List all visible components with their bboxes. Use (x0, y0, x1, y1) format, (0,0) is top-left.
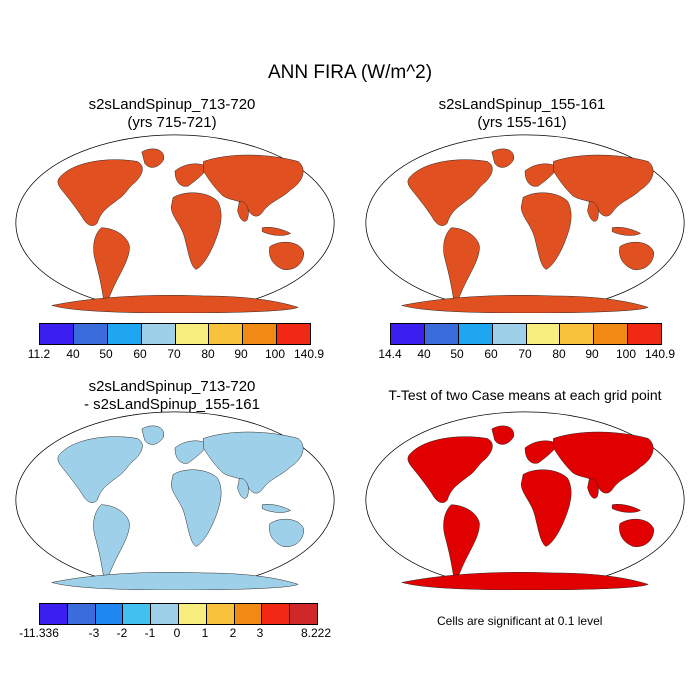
panel-1-case-name: s2sLandSpinup_713-720 (88, 96, 256, 113)
colorbar-2-swatch (391, 324, 425, 344)
colorbar-3-label: -3 (88, 626, 100, 640)
map-panel-1 (15, 134, 335, 313)
colorbar-2-label: 140.9 (644, 347, 676, 361)
colorbar-2-swatch (526, 324, 561, 344)
colorbar-2-swatch (594, 324, 629, 344)
colorbar-2-swatch (560, 324, 595, 344)
panel-2-title: s2sLandSpinup_155-161 (yrs 155-161) (352, 96, 692, 132)
colorbar-3-label: 2 (229, 626, 237, 640)
colorbar-1-label: 70 (167, 347, 181, 361)
colorbar-3-swatch (206, 604, 235, 624)
colorbar-3-label: 8.222 (300, 626, 332, 640)
colorbar-3-swatch (40, 604, 68, 624)
colorbar-3-swatch (178, 604, 207, 624)
colorbar-2-label: 60 (484, 347, 498, 361)
colorbar-1-label: 60 (133, 347, 147, 361)
colorbar-1-swatch (107, 324, 142, 344)
colorbar-1-label: 80 (201, 347, 215, 361)
colorbar-1-label: 100 (264, 347, 286, 361)
colorbar-2-label: 100 (615, 347, 637, 361)
colorbar-1-swatch (243, 324, 278, 344)
colorbar-3-label: -11.336 (19, 626, 59, 640)
panel-3-title: s2sLandSpinup_713-720 - s2sLandSpinup_15… (2, 378, 342, 414)
panel-3-case-name: s2sLandSpinup_713-720 (88, 378, 256, 395)
colorbar-1-label: 140.9 (293, 347, 325, 361)
panel-4-title: T-Test of two Case means at each grid po… (352, 386, 698, 404)
colorbar-3-swatch (262, 604, 291, 624)
colorbar-1-label: 40 (66, 347, 80, 361)
colorbar-1-swatch (175, 324, 210, 344)
colorbar-2 (390, 323, 662, 345)
panel-3-subtracted-case: - s2sLandSpinup_155-161 (84, 396, 260, 413)
colorbar-2-swatch (628, 324, 661, 344)
colorbar-2-swatch (492, 324, 527, 344)
colorbar-1-label: 50 (99, 347, 113, 361)
colorbar-1-label: 11.2 (27, 347, 51, 361)
colorbar-1-label: 90 (234, 347, 248, 361)
colorbar-3-swatch (67, 604, 96, 624)
colorbar-3-label: -2 (116, 626, 128, 640)
colorbar-3-swatch (290, 604, 317, 624)
colorbar-3-label: 0 (173, 626, 181, 640)
colorbar-1-swatch (40, 324, 74, 344)
colorbar-3-swatch (123, 604, 152, 624)
colorbar-1-swatch (277, 324, 310, 344)
colorbar-3-swatch (234, 604, 263, 624)
colorbar-2-label: 50 (450, 347, 464, 361)
colorbar-1-swatch (141, 324, 176, 344)
colorbar-3-label: 3 (256, 626, 264, 640)
main-title: ANN FIRA (W/m^2) (267, 62, 433, 83)
colorbar-2-label: 70 (518, 347, 532, 361)
colorbar-3-swatch (151, 604, 179, 624)
colorbar-1 (39, 323, 311, 345)
map-panel-4 (365, 411, 685, 590)
panel-4-ttest-title: T-Test of two Case means at each grid po… (388, 387, 662, 403)
colorbar-3-label: 1 (201, 626, 209, 640)
panel-1-years: (yrs 715-721) (127, 114, 217, 131)
map-panel-2 (365, 134, 685, 313)
significance-note: Cells are significant at 0.1 level (437, 614, 603, 628)
colorbar-2-label: 14.4 (378, 347, 402, 361)
colorbar-3 (39, 603, 318, 625)
colorbar-2-label: 90 (585, 347, 599, 361)
panel-2-years: (yrs 155-161) (477, 114, 567, 131)
colorbar-2-label: 40 (417, 347, 431, 361)
panel-1-title: s2sLandSpinup_713-720 (yrs 715-721) (2, 96, 342, 132)
colorbar-1-swatch (73, 324, 108, 344)
colorbar-2-label: 80 (552, 347, 566, 361)
colorbar-3-label: -1 (144, 626, 156, 640)
colorbar-2-swatch (458, 324, 493, 344)
map-panel-3 (15, 411, 335, 590)
panel-2-case-name: s2sLandSpinup_155-161 (438, 96, 606, 113)
colorbar-3-swatch (95, 604, 124, 624)
colorbar-2-swatch (424, 324, 459, 344)
colorbar-1-swatch (209, 324, 244, 344)
